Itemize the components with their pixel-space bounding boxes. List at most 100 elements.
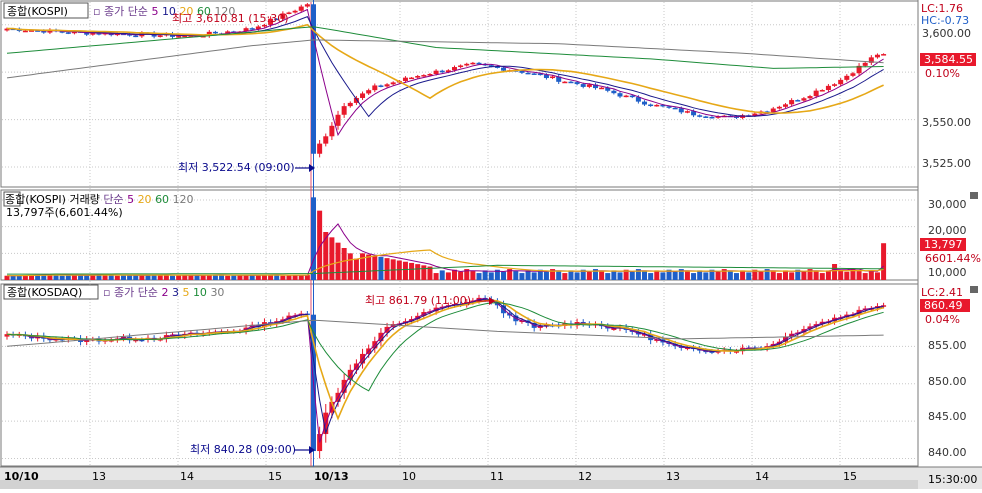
kospi-title-box[interactable]: [3, 2, 89, 19]
volume-bar: [194, 275, 200, 280]
candle-body: [133, 35, 139, 38]
grid-lines: [2, 2, 917, 466]
volume-bar: [531, 272, 537, 280]
volume-bar: [727, 271, 733, 280]
volume-panel-close-icon[interactable]: [970, 192, 978, 199]
volume-bar: [697, 270, 703, 280]
candle-body: [776, 106, 782, 109]
volume-bar: [678, 269, 684, 280]
kospi-low-label: 최저 3,522.54 (09:00): [178, 161, 295, 174]
volume-bar: [537, 269, 543, 280]
volume-bar: [311, 197, 316, 280]
volume-bar: [341, 248, 347, 280]
volume-bar: [844, 271, 850, 280]
kospi-last-price: 3,584.55: [924, 53, 973, 66]
candle-body: [188, 35, 194, 37]
volume-bar: [580, 269, 586, 280]
volume-bar: [133, 275, 139, 280]
volume-bar: [556, 271, 562, 280]
candle-body: [531, 73, 537, 75]
candle-body: [611, 328, 617, 330]
volume-bar: [623, 269, 629, 280]
volume-bar: [59, 275, 65, 280]
candle-body: [684, 111, 690, 113]
candle-body: [96, 33, 102, 35]
volume-bar: [703, 272, 709, 280]
volume-bar: [819, 273, 825, 280]
candle-body: [22, 30, 28, 33]
candle-body: [372, 85, 378, 91]
candle-body: [672, 107, 678, 110]
volume-bar: [127, 275, 133, 280]
candle-body: [268, 18, 274, 25]
volume-bar: [145, 274, 151, 280]
x-axis-label: 12: [578, 470, 592, 483]
candle-body: [660, 104, 666, 107]
volume-bar: [366, 254, 372, 280]
volume-bar: [10, 275, 16, 280]
candle-body: [550, 76, 556, 79]
x-axis-label: 13: [666, 470, 680, 483]
volume-bar: [231, 275, 237, 280]
candle-body: [850, 73, 856, 76]
volume-bar: [709, 269, 715, 280]
candle-body: [611, 90, 617, 94]
candle-body: [157, 35, 163, 37]
candle-body: [684, 347, 690, 350]
volume-bar: [642, 271, 648, 280]
kosdaq-lc-label: LC:2.41: [921, 286, 963, 299]
volume-bar: [470, 271, 476, 280]
candle-body: [562, 81, 568, 84]
candle-body: [642, 334, 648, 336]
kosdaq-panel-close-icon[interactable]: [970, 286, 978, 293]
volume-bar: [611, 270, 617, 280]
candle-body: [519, 70, 525, 73]
x-axis-label: 13: [92, 470, 106, 483]
volume-bar: [684, 271, 690, 280]
kospi-title: 종합(KOSPI): [7, 5, 68, 18]
volume-bar: [525, 270, 531, 280]
volume-bar: [90, 274, 96, 280]
volume-bar: [758, 271, 764, 280]
volume-bar: [464, 269, 470, 280]
volume-bar: [268, 274, 274, 280]
candle-body: [838, 79, 844, 85]
candle-body: [433, 70, 439, 74]
candle-body: [311, 4, 316, 154]
volume-bar: [120, 275, 126, 280]
candle-body: [654, 104, 660, 107]
candle-body: [832, 84, 838, 86]
volume-bar: [200, 274, 206, 280]
volume-bar: [488, 272, 494, 280]
candle-body: [592, 84, 598, 89]
volume-bar: [304, 275, 310, 280]
volume-bar: [721, 269, 727, 280]
volume-bar: [458, 271, 464, 280]
volume-ytick: 30,000: [928, 198, 967, 211]
volume-bar: [494, 269, 500, 280]
kospi-high-label: 최고 3,610.81 (15:30): [172, 12, 289, 25]
volume-bar: [96, 274, 102, 280]
x-axis-scroll-track[interactable]: [0, 480, 918, 489]
kosdaq-title-box[interactable]: [3, 284, 99, 300]
volume-bar: [832, 264, 838, 280]
candle-body: [35, 30, 41, 32]
ma20-line: [7, 23, 884, 114]
volume-bar: [323, 232, 329, 280]
volume-bar: [599, 271, 605, 280]
volume-bar: [715, 271, 721, 280]
candle-body: [378, 85, 384, 87]
volume-bar: [752, 269, 758, 280]
volume-bar: [850, 269, 856, 280]
kospi-last-price-box: [920, 53, 976, 66]
volume-bar: [691, 273, 697, 280]
candle-body: [574, 82, 580, 85]
volume-title-box[interactable]: [3, 191, 21, 207]
kosdaq-ytick: 845.00: [928, 410, 967, 423]
volume-bar: [261, 274, 267, 280]
volume-bar: [102, 274, 108, 280]
kosdaq-ma30-line: [6, 319, 884, 347]
candle-body: [586, 84, 592, 87]
volume-value-label: 13,797주(6,601.44%): [6, 206, 123, 219]
kospi-ma-caption: ▫ 종가 단순 5 10 20 60 120: [93, 5, 235, 18]
